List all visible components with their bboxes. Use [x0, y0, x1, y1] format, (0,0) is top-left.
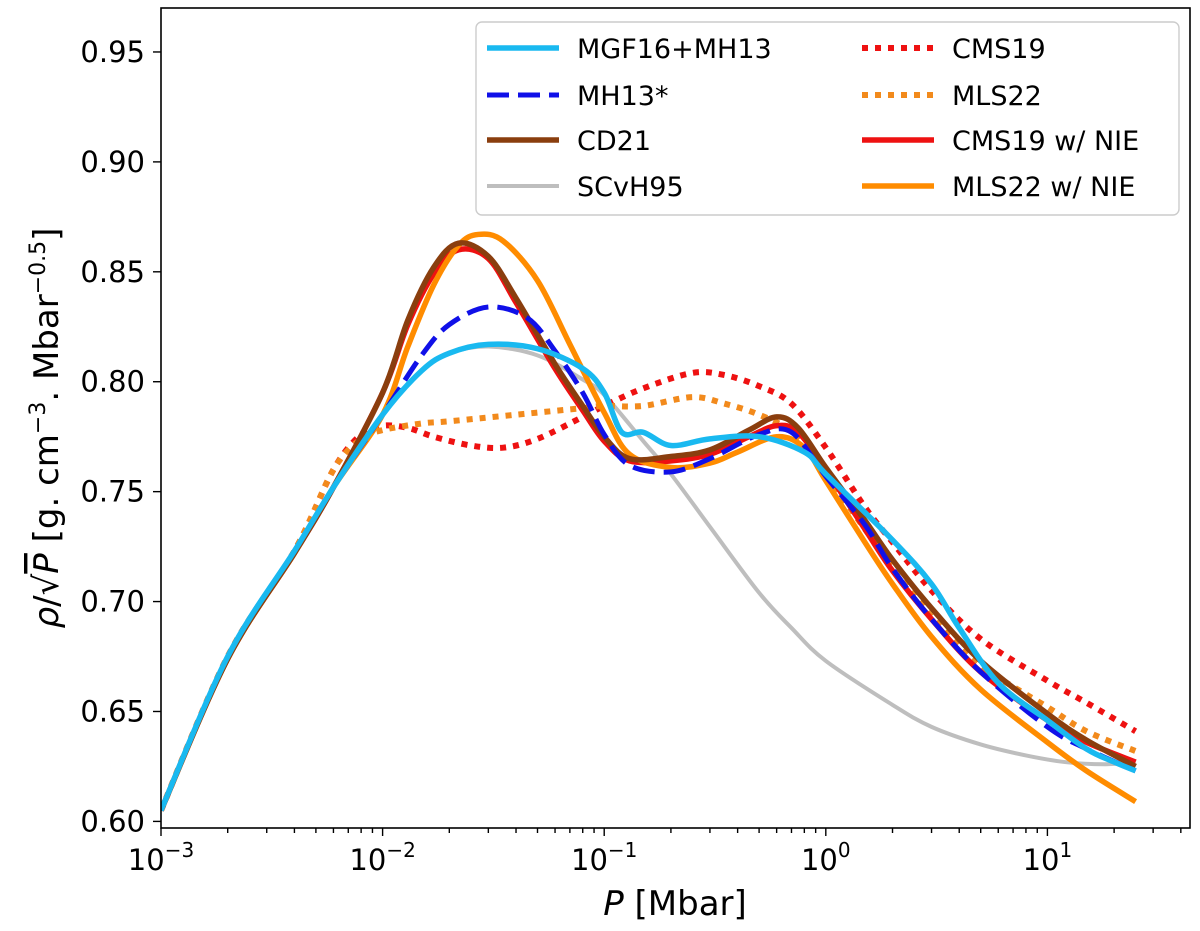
- series-line-cms19: [161, 369, 1138, 812]
- legend-label: MH13*: [577, 81, 668, 112]
- x-tick-label: 101: [1023, 838, 1073, 877]
- legend-label: SCvH95: [577, 172, 684, 203]
- series-line-mls22: [161, 394, 1137, 812]
- legend-label: CMS19: [952, 34, 1046, 65]
- y-tick-label: 0.70: [80, 585, 145, 619]
- legend: MGF16+MH13 MH13* CD21 SCvH95 CMS19 MLS22 CMS19…: [475, 21, 1180, 216]
- legend-label: CD21: [577, 126, 651, 157]
- y-tick-label: 0.80: [80, 365, 145, 399]
- legend-label: MLS22: [952, 81, 1042, 112]
- x-tick-base: 10: [801, 843, 838, 877]
- x-tick-label: 10−1: [571, 838, 637, 877]
- x-tick-base: 10: [349, 843, 386, 877]
- x-tick-exponent: 1: [1059, 838, 1072, 862]
- x-tick-exponent: −2: [386, 838, 415, 862]
- x-tick-exponent: 0: [838, 838, 851, 862]
- legend-box: [475, 21, 1180, 216]
- x-tick-exponent: −3: [165, 838, 194, 862]
- x-tick-exponent: −1: [608, 838, 637, 862]
- y-axis-label: ρ/√P [g. cm−3. Mbar−0.5]: [26, 228, 67, 629]
- chart-series: [161, 231, 1138, 812]
- legend-label: MLS22 w/ NIE: [952, 172, 1135, 203]
- x-tick-base: 10: [571, 843, 608, 877]
- plot-frame: [160, 7, 1191, 829]
- y-tick-label: 0.65: [80, 694, 145, 728]
- series-line-mls22-w-nie: [161, 231, 1138, 812]
- legend-label: CMS19 w/ NIE: [952, 126, 1139, 157]
- series-line-scvh95: [161, 344, 1136, 812]
- y-tick-label: 0.95: [80, 35, 145, 69]
- series-line-mh13-: [161, 304, 1137, 812]
- series-line-mgf16-mh13: [161, 341, 1137, 812]
- x-tick-label: 100: [801, 838, 851, 877]
- x-tick-base: 10: [128, 843, 165, 877]
- x-tick-label: 10−3: [128, 838, 194, 877]
- x-tick-base: 10: [1023, 843, 1060, 877]
- y-tick-label: 0.85: [80, 255, 145, 289]
- y-tick-label: 0.75: [80, 475, 145, 509]
- x-tick-label: 10−2: [349, 838, 415, 877]
- y-tick-label: 0.90: [80, 145, 145, 179]
- legend-label: MGF16+MH13: [577, 34, 772, 65]
- y-tick-label: 0.60: [80, 804, 145, 838]
- x-axis-label: P [Mbar]: [603, 884, 747, 924]
